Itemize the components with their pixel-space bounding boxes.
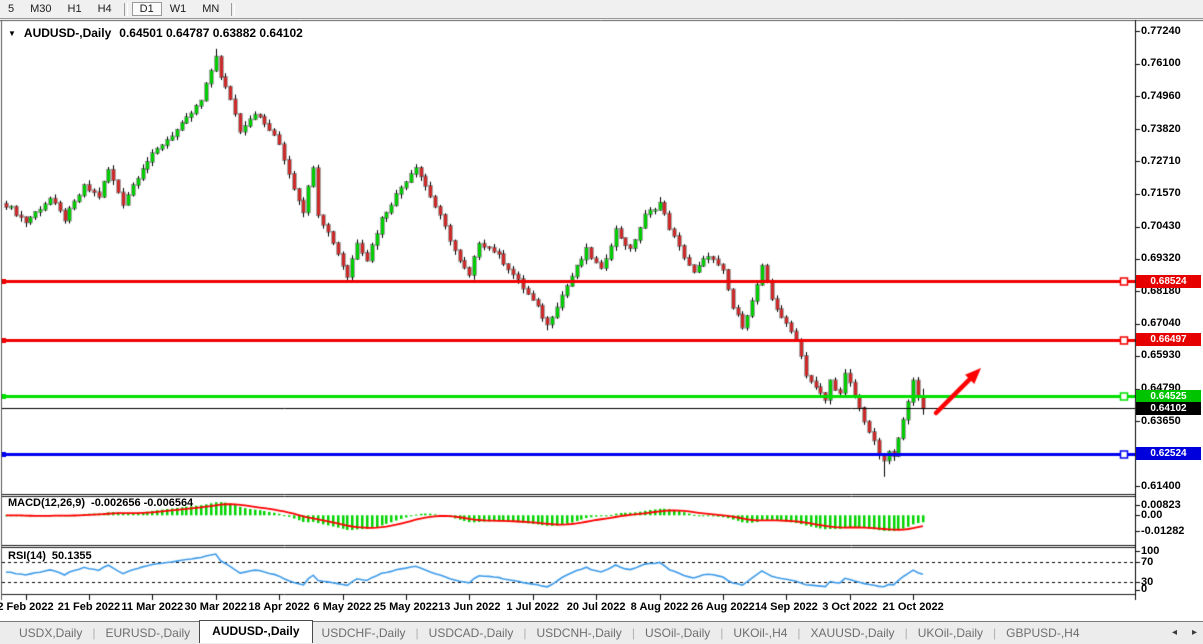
timeframe-button-H4[interactable]: H4 <box>97 3 112 15</box>
tabs-scroll-right-icon[interactable]: ▸ <box>1191 627 1197 638</box>
price-axis-label: 0.65930 <box>1141 349 1181 362</box>
rsi-axis-label: 30 <box>1141 575 1154 588</box>
symbol-tab-USDCHF-Daily[interactable]: USDCHF-,Daily <box>321 626 406 640</box>
date-axis-label: 26 Aug 2022 <box>691 601 755 613</box>
symbol-tab-USDCAD-Daily[interactable]: USDCAD-,Daily <box>428 626 514 640</box>
toolbar-separator <box>231 2 236 16</box>
toolbar-separator <box>123 2 128 16</box>
chart-ohlc-values: 0.64501 0.64787 0.63882 0.64102 <box>119 26 303 40</box>
symbol-tab-USDCNH-Daily[interactable]: USDCNH-,Daily <box>536 626 622 640</box>
timeframe-button-D1[interactable]: D1 <box>131 2 162 16</box>
rsi-name: RSI(14) <box>8 550 46 562</box>
date-axis-label: 30 Mar 2022 <box>184 601 247 613</box>
macd-axis-label: 0.00823 <box>1141 498 1181 511</box>
chart-symbol-label: AUDUSD-,Daily <box>23 26 112 40</box>
symbol-tab-AUDUSD-Daily[interactable]: AUDUSD-,Daily <box>199 620 313 643</box>
date-axis-label: 20 Jul 2022 <box>566 601 626 613</box>
tab-separator: | <box>904 626 908 640</box>
date-axis-label: 2 Feb 2022 <box>0 601 54 613</box>
macd-indicator-label: MACD(12,26,9) -0.002656 -0.006564 <box>8 497 193 509</box>
tab-separator: | <box>797 626 801 640</box>
timeframe-button-MN[interactable]: MN <box>202 3 220 15</box>
price-axis-label: 0.73820 <box>1141 122 1181 135</box>
rsi-indicator-label: RSI(14) 50.1355 <box>8 550 92 562</box>
symbol-tab-UKOil-H4[interactable]: UKOil-,H4 <box>733 626 788 640</box>
price-axis-label: 0.71570 <box>1141 187 1181 200</box>
tab-separator: | <box>523 626 527 640</box>
date-axis: 2 Feb 2022 21 Feb 2022 11 Mar 2022 30 Mar 2… <box>0 598 1135 618</box>
tab-separator: | <box>720 626 724 640</box>
symbol-tab-GBPUSD-H4[interactable]: GBPUSD-,H4 <box>1006 626 1080 640</box>
timeframe-button-5[interactable]: 5 <box>8 3 15 15</box>
date-axis-label: 6 May 2022 <box>313 601 372 613</box>
symbol-tab-bar: USDX,Daily | EURUSD-,Daily AUDUSD-,Daily USD… <box>0 620 1203 644</box>
timeframe-button-H1[interactable]: H1 <box>67 3 82 15</box>
rsi-value: 50.1355 <box>51 550 92 562</box>
date-axis-label: 14 Sep 2022 <box>754 601 818 613</box>
price-level-badge: 0.64102 <box>1136 401 1201 415</box>
timeframe-button-M30[interactable]: M30 <box>30 3 52 15</box>
date-axis-label: 25 May 2022 <box>373 601 439 613</box>
chart-title: ▼ AUDUSD-,Daily 0.64501 0.64787 0.63882 … <box>8 26 303 40</box>
date-axis-label: 11 Mar 2022 <box>121 601 184 613</box>
date-axis-label: 13 Jun 2022 <box>438 601 501 613</box>
date-axis-label: 21 Feb 2022 <box>57 601 121 613</box>
symbol-dropdown-icon[interactable]: ▼ <box>8 28 16 38</box>
timeframe-button-W1[interactable]: W1 <box>169 3 187 15</box>
price-axis-label: 0.63650 <box>1141 414 1181 427</box>
date-axis-label: 8 Aug 2022 <box>630 601 689 613</box>
date-axis-label: 18 Apr 2022 <box>248 601 310 613</box>
tabs-scroll-left-icon[interactable]: ◂ <box>1171 627 1177 638</box>
symbol-tab-XAUUSD-Daily[interactable]: XAUUSD-,Daily <box>810 626 895 640</box>
tab-separator: | <box>415 626 419 640</box>
price-level-badge: 0.62524 <box>1136 447 1201 461</box>
date-axis-label: 1 Jul 2022 <box>506 601 559 613</box>
macd-name: MACD(12,26,9) <box>8 497 86 509</box>
symbol-tab-UKOil-Daily[interactable]: UKOil-,Daily <box>917 626 984 640</box>
date-axis-label: 3 Oct 2022 <box>822 601 878 613</box>
tab-separator: | <box>92 626 96 640</box>
symbol-tab-USOil-Daily[interactable]: USOil-,Daily <box>644 626 711 640</box>
price-axis-label: 0.61400 <box>1141 479 1181 492</box>
tab-separator: | <box>631 626 635 640</box>
price-level-badge: 0.66497 <box>1136 333 1201 347</box>
price-level-badge: 0.64525 <box>1136 389 1201 403</box>
price-level-badge: 0.68524 <box>1136 274 1201 288</box>
macd-axis-label: 0.00 <box>1141 508 1163 521</box>
price-axis-label: 0.70430 <box>1141 220 1181 233</box>
price-axis-label: 0.77240 <box>1141 24 1181 37</box>
symbol-tab-USDX-Daily[interactable]: USDX,Daily <box>19 626 83 640</box>
price-axis-label: 0.72710 <box>1141 154 1181 167</box>
price-axis-label: 0.69320 <box>1141 252 1181 264</box>
date-axis-label: 21 Oct 2022 <box>882 601 944 613</box>
tab-separator: | <box>993 626 997 640</box>
rsi-axis-label: 0 <box>1141 583 1148 595</box>
timeframe-toolbar: 5 M30 H1 H4 D1 W1 MN <box>0 0 1203 19</box>
price-axis-label: 0.74960 <box>1141 89 1181 102</box>
price-axis-label: 0.76100 <box>1141 57 1181 70</box>
macd-axis-label: -0.01282 <box>1141 524 1185 537</box>
tab-scroll-controls: ◂ ▸ <box>1172 621 1197 644</box>
macd-values: -0.002656 -0.006564 <box>91 497 194 509</box>
rsi-axis-label: 70 <box>1141 555 1154 568</box>
rsi-axis-label: 100 <box>1141 544 1160 557</box>
symbol-tab-EURUSD-Daily[interactable]: EURUSD-,Daily <box>105 626 191 640</box>
price-axis-label: 0.67040 <box>1141 317 1181 330</box>
